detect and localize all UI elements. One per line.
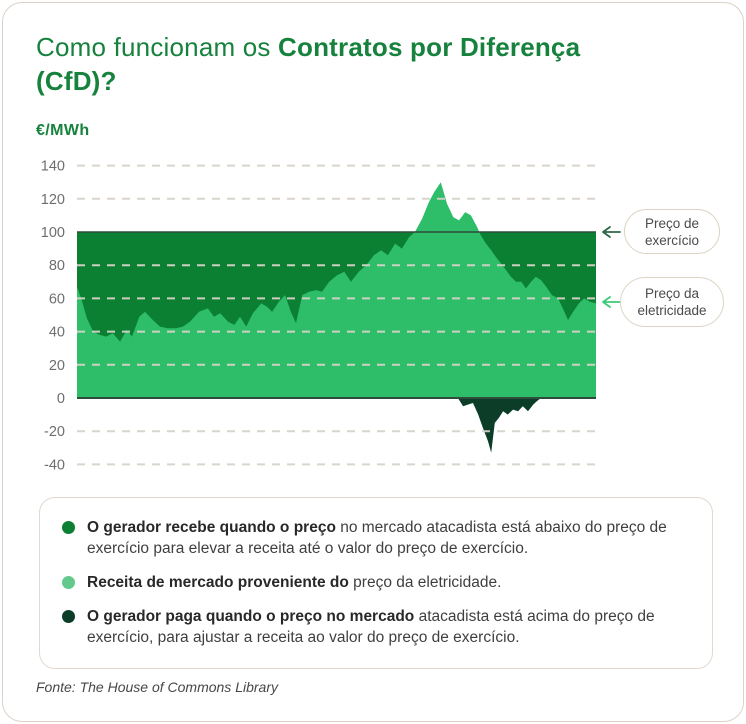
y-tick-label: 140 xyxy=(41,159,65,175)
electricity-price-arrow-icon xyxy=(602,296,621,308)
legend-item-pays: O gerador paga quando o preço no mercado… xyxy=(62,606,688,648)
legend-item-market-revenue: Receita de mercado proveniente do preço … xyxy=(62,572,688,593)
strike-price-callout-line2: exercício xyxy=(644,232,700,248)
legend-rest-text: atacadista está acima do preço de exercí… xyxy=(87,608,655,646)
source-credit: Fonte: The House of Commons Library xyxy=(36,679,278,695)
electricity-price-callout-line2: eletricidade xyxy=(637,303,707,318)
strike-price-callout: Preço de exercício xyxy=(624,209,720,254)
legend-dot-light-green-icon xyxy=(62,576,75,589)
electricity-price-callout: Preço da eletricidade xyxy=(620,277,724,327)
legend-dot-dark-green-icon xyxy=(62,521,75,534)
y-tick-label: 120 xyxy=(41,192,65,208)
legend: O gerador recebe quando o preço no merca… xyxy=(39,497,713,669)
strike-price-callout-line1: Preço de xyxy=(644,215,700,231)
generator-payback-area xyxy=(457,398,541,453)
page-title: Como funcionam os Contratos por Diferenç… xyxy=(36,30,736,98)
y-tick-label: 40 xyxy=(49,325,65,341)
legend-text: Receita de mercado proveniente do preço … xyxy=(87,572,501,593)
y-tick-label: 20 xyxy=(49,358,65,374)
y-tick-label: 0 xyxy=(57,391,65,407)
title-regular: Como funcionam os xyxy=(36,32,279,62)
strike-price-arrow-icon xyxy=(602,226,621,238)
legend-bold-text: Receita de mercado proveniente do xyxy=(87,574,349,591)
electricity-price-callout-line1: Preço da xyxy=(644,286,700,301)
title-bold: Contratos por Diferença xyxy=(278,32,581,62)
legend-text: O gerador paga quando o preço no mercado… xyxy=(87,606,688,648)
y-tick-label: -40 xyxy=(44,457,65,473)
y-tick-label: -20 xyxy=(44,424,65,440)
electricity-price-area xyxy=(77,182,596,398)
y-tick-label: 60 xyxy=(49,291,65,307)
legend-bold-text: O gerador recebe quando o preço xyxy=(87,519,336,536)
y-axis-unit-label: €/MWh xyxy=(36,122,90,139)
y-tick-label: 100 xyxy=(41,225,65,241)
legend-dot-darkest-green-icon xyxy=(62,610,75,623)
cfd-chart: 140 120 100 80 60 40 20 0 -20 -40 xyxy=(41,159,596,473)
legend-item-receives: O gerador recebe quando o preço no merca… xyxy=(62,517,688,559)
y-tick-label: 80 xyxy=(49,258,65,274)
legend-bold-text: O gerador paga quando o preço no mercado xyxy=(87,608,415,625)
title-bold-2: (CfD)? xyxy=(36,66,117,96)
legend-rest-text: no mercado atacadista está abaixo do pre… xyxy=(87,519,667,557)
legend-text: O gerador recebe quando o preço no merca… xyxy=(87,517,688,559)
legend-rest-text: preço da eletricidade. xyxy=(348,574,502,591)
